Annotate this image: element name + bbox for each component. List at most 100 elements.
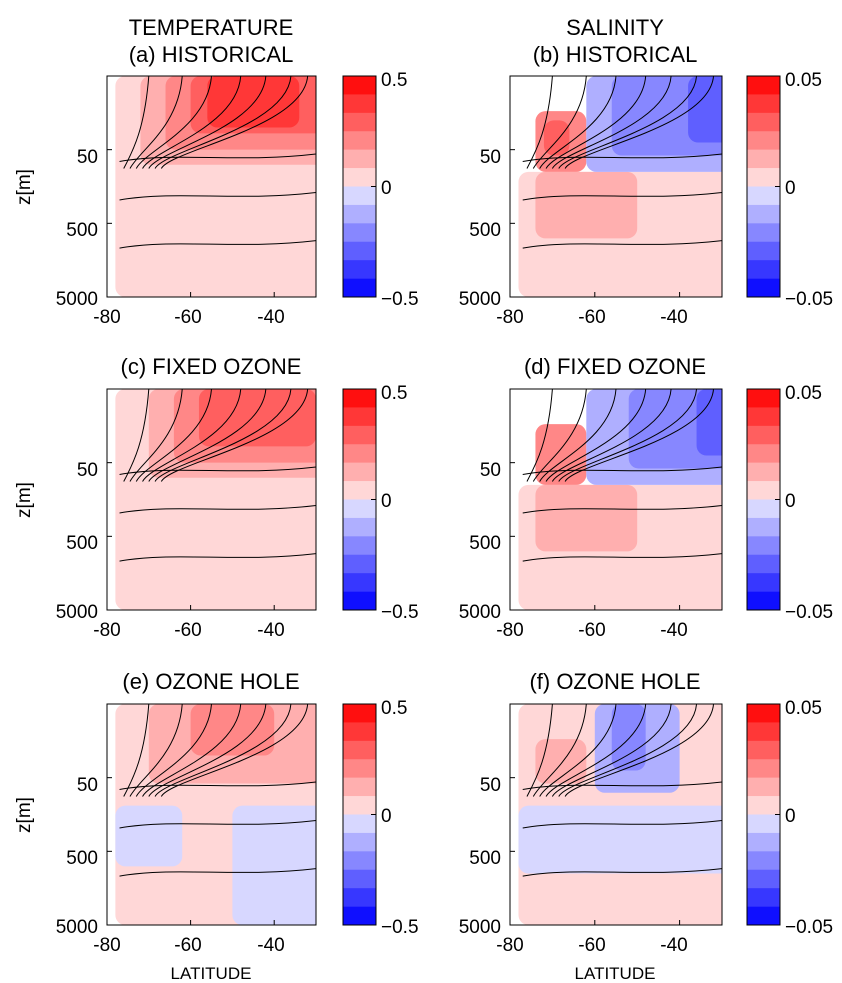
anomaly-layer bbox=[115, 704, 316, 925]
x-tick-label: -40 bbox=[660, 307, 687, 328]
x-tick-label: -80 bbox=[93, 935, 120, 956]
colorbar-level bbox=[343, 759, 376, 778]
panel-e: (e) OZONE HOLE z[m] 50 500 5000 -80 -60 … bbox=[14, 669, 419, 983]
contour-line bbox=[522, 466, 722, 475]
contour-line bbox=[522, 240, 722, 249]
y-tick-label: 5000 bbox=[459, 602, 501, 623]
anomaly-layer bbox=[518, 76, 722, 297]
colorbar-level bbox=[747, 591, 780, 611]
y-axis-label: z[m] bbox=[14, 797, 35, 833]
contour-layer bbox=[119, 76, 316, 249]
colorbar-level bbox=[747, 260, 780, 279]
anomaly-layer bbox=[518, 389, 722, 610]
contour-line bbox=[119, 504, 316, 514]
anomaly-region bbox=[535, 171, 638, 239]
colorbar-level bbox=[343, 407, 376, 427]
x-axis-label: LATITUDE bbox=[575, 964, 656, 983]
colorbar-level bbox=[343, 499, 376, 519]
contour-line bbox=[135, 704, 212, 797]
colorbar-level bbox=[343, 186, 376, 206]
panel-title: (e) OZONE HOLE bbox=[122, 669, 299, 694]
colorbar-level bbox=[343, 481, 376, 500]
contour-line bbox=[129, 76, 183, 169]
contour-layer bbox=[522, 704, 722, 877]
colorbar-level bbox=[747, 425, 780, 445]
contour-line bbox=[154, 76, 292, 169]
panel-title: (a) HISTORICAL bbox=[129, 42, 294, 67]
contour-line bbox=[539, 704, 617, 797]
contour-line bbox=[123, 704, 150, 797]
contour-line bbox=[545, 76, 647, 169]
contour-line bbox=[522, 819, 722, 829]
colorbar-level bbox=[343, 76, 376, 95]
y-tick-label: 5000 bbox=[459, 289, 501, 310]
anomaly-layer bbox=[115, 389, 316, 610]
y-tick-label: 5000 bbox=[56, 289, 98, 310]
contour-layer bbox=[119, 389, 316, 562]
x-tick-label: -40 bbox=[660, 620, 687, 641]
contour-line bbox=[522, 781, 722, 790]
colorbar bbox=[342, 388, 377, 611]
x-tick-label: -60 bbox=[174, 935, 201, 956]
contour-line bbox=[119, 153, 316, 162]
colorbar bbox=[746, 388, 781, 611]
contour-line bbox=[142, 389, 242, 482]
contour-line bbox=[545, 389, 647, 482]
contour-line bbox=[148, 704, 267, 797]
x-tick-label: -80 bbox=[496, 620, 523, 641]
anomaly-region bbox=[535, 424, 587, 485]
column-header-temperature: TEMPERATURE bbox=[129, 15, 294, 40]
colorbar bbox=[342, 75, 377, 298]
contour-line bbox=[119, 191, 316, 201]
panel-title: (f) OZONE HOLE bbox=[529, 669, 700, 694]
colorbar-tick-label: 0 bbox=[381, 806, 392, 827]
contour-line bbox=[522, 553, 722, 562]
contour-line bbox=[526, 704, 553, 797]
colorbar-level bbox=[747, 814, 780, 834]
anomaly-layer bbox=[115, 76, 316, 297]
colorbar-level bbox=[343, 517, 376, 537]
colorbar-level bbox=[343, 204, 376, 224]
colorbar-level bbox=[343, 888, 376, 907]
colorbar-tick-label: 0 bbox=[785, 491, 796, 512]
contour-line bbox=[551, 76, 672, 169]
colorbar-level bbox=[747, 389, 780, 408]
contour-line bbox=[119, 781, 316, 790]
contour-line bbox=[551, 704, 672, 797]
colorbar-level bbox=[747, 204, 780, 224]
contour-line bbox=[129, 704, 183, 797]
colorbar-level bbox=[343, 851, 376, 871]
contour-line bbox=[564, 704, 715, 797]
contour-line bbox=[522, 153, 722, 162]
colorbar-level bbox=[343, 722, 376, 742]
colorbar-level bbox=[747, 722, 780, 742]
contour-line bbox=[526, 389, 553, 482]
colorbar-level bbox=[747, 740, 780, 760]
colorbar-tick-label: 0.05 bbox=[785, 383, 822, 404]
colorbar-level bbox=[343, 94, 376, 114]
y-tick-label: 50 bbox=[77, 147, 98, 168]
y-axis-label: z[m] bbox=[14, 482, 35, 518]
colorbar-tick-label: 0.05 bbox=[785, 70, 822, 91]
colorbar-tick-label: −0.05 bbox=[785, 917, 833, 938]
colorbar bbox=[746, 703, 781, 926]
contour-line bbox=[135, 76, 212, 169]
contour-line bbox=[522, 868, 722, 877]
x-tick-label: -60 bbox=[578, 620, 605, 641]
x-tick-label: -40 bbox=[660, 935, 687, 956]
y-tick-label: 50 bbox=[77, 460, 98, 481]
y-tick-label: 50 bbox=[480, 460, 501, 481]
colorbar-level bbox=[747, 796, 780, 815]
colorbar-level bbox=[343, 536, 376, 556]
anomaly-region bbox=[207, 76, 300, 128]
colorbar-level bbox=[343, 869, 376, 889]
panel-title: (d) FIXED OZONE bbox=[524, 354, 706, 379]
y-tick-label: 50 bbox=[77, 775, 98, 796]
y-tick-label: 5000 bbox=[56, 917, 98, 938]
contour-line bbox=[539, 76, 617, 169]
column-header-salinity: SALINITY bbox=[566, 15, 664, 40]
x-tick-label: -80 bbox=[93, 307, 120, 328]
colorbar-level bbox=[343, 389, 376, 408]
anomaly-layer bbox=[518, 704, 722, 925]
